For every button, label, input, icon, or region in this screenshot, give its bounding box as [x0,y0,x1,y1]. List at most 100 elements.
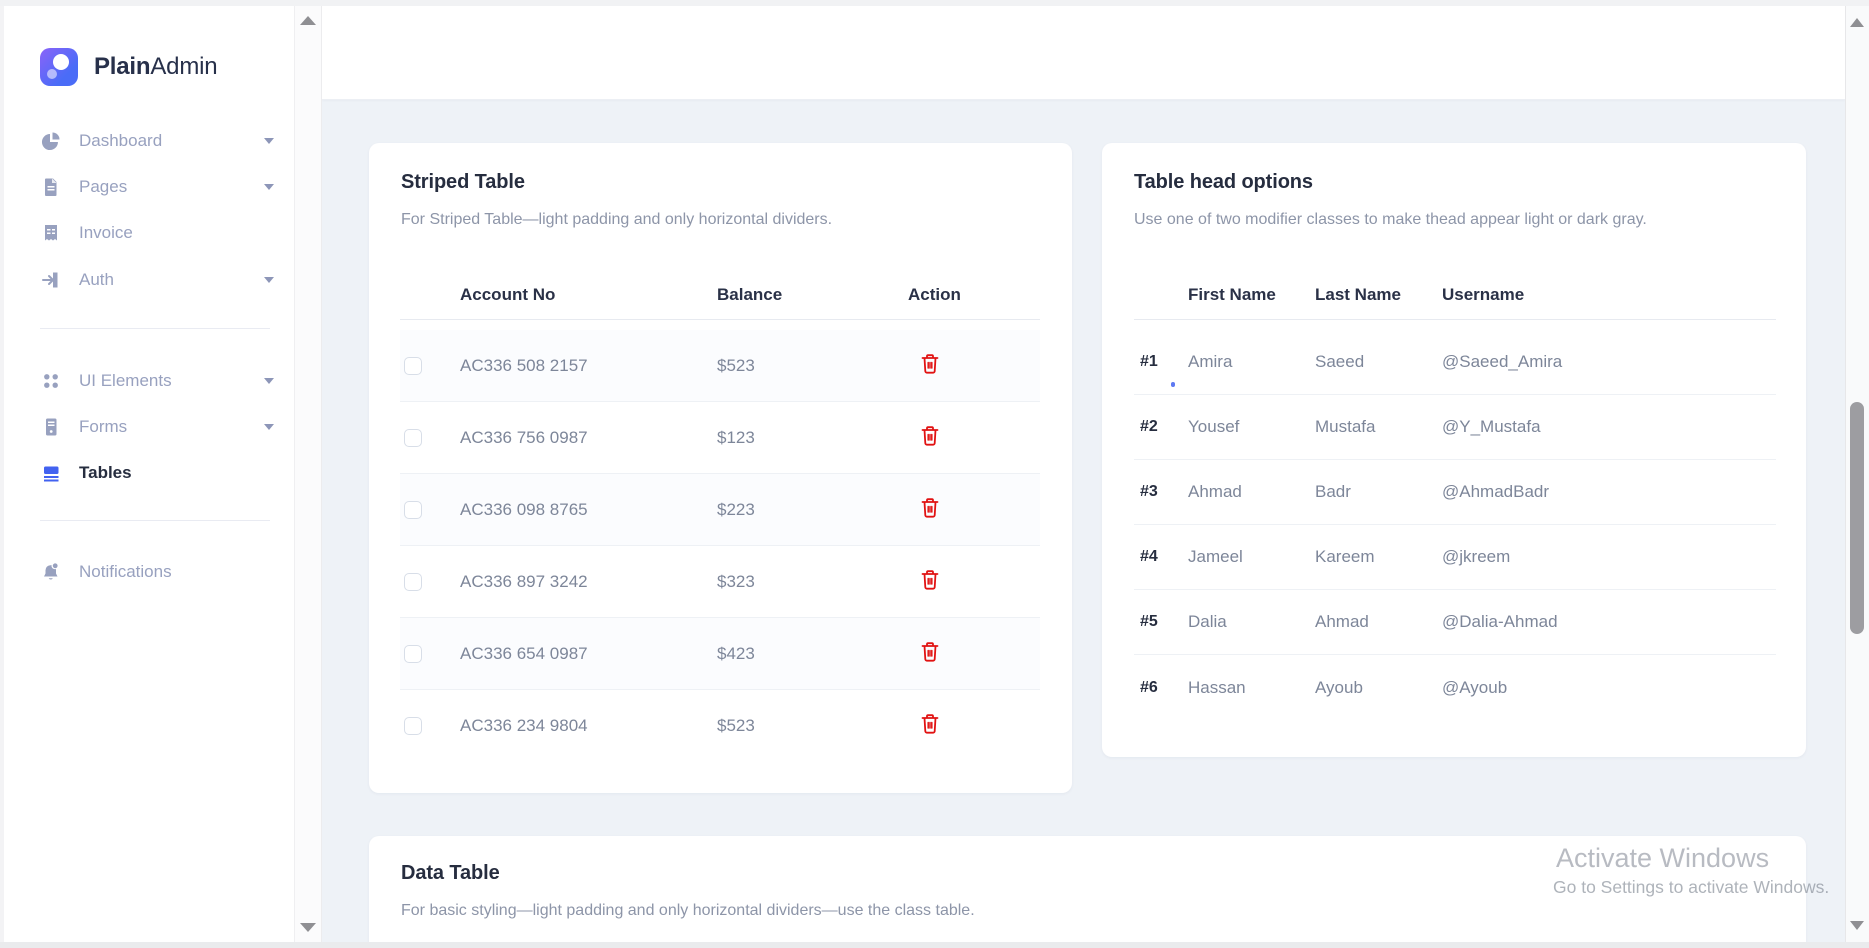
table-row: #5 Dalia Ahmad @Dalia-Ahmad [1134,590,1776,655]
card-title: Data Table [401,862,500,884]
row-checkbox[interactable] [404,501,422,519]
balance-cell: $123 [717,427,755,447]
column-header-first-name: First Name [1188,285,1276,304]
grid-dots-icon [40,370,62,392]
window-bottom-edge [0,942,1869,948]
sign-in-icon [40,269,62,291]
activate-windows-watermark-sub: Go to Settings to activate Windows. [1553,877,1830,897]
sidebar: PlainAdmin Dashboard Pages Invoice [0,6,294,942]
account-cell: AC336 654 0987 [460,643,588,663]
trash-icon [921,713,939,734]
last-name-cell: Ahmad [1315,612,1369,631]
delete-button[interactable] [918,496,942,522]
table-row: AC336 508 2157 $523 [400,330,1040,402]
chevron-down-icon [264,277,274,283]
row-checkbox[interactable] [404,573,422,591]
delete-button[interactable] [918,424,942,450]
top-bar [322,6,1845,100]
row-checkbox[interactable] [404,645,422,663]
activate-windows-watermark: Activate Windows [1556,843,1770,873]
sidebar-item-pages[interactable]: Pages [40,167,274,207]
last-name-cell: Kareem [1315,547,1375,566]
username-cell: @AhmadBadr [1442,482,1550,501]
balance-cell: $423 [717,643,755,663]
first-name-cell: Ahmad [1188,482,1242,501]
scroll-down-arrow[interactable] [1850,921,1864,930]
account-cell: AC336 756 0987 [460,427,588,447]
striped-table-card: Striped Table For Striped Table—light pa… [369,143,1072,793]
chevron-down-icon [264,184,274,190]
brand-logo[interactable]: PlainAdmin [40,48,218,86]
account-cell: AC336 234 9804 [460,716,588,735]
row-number: #4 [1140,548,1158,565]
trash-icon [921,641,939,662]
card-subtitle: For basic styling—light padding and only… [401,902,975,919]
column-header-action: Action [908,285,961,304]
table-row: #3 Ahmad Badr @AhmadBadr [1134,460,1776,525]
main-scrollbar[interactable] [1845,6,1869,942]
balance-cell: $223 [717,499,755,519]
account-cell: AC336 098 8765 [460,499,588,519]
cursor-artifact [1171,382,1175,387]
sidebar-item-auth[interactable]: Auth [40,260,274,300]
table-row: #6 Hassan Ayoub @Ayoub [1134,655,1776,720]
username-cell: @Y_Mustafa [1442,417,1541,436]
table-header-row: Account No Balance Action [400,270,1040,320]
bell-icon [40,561,62,583]
scrollbar-thumb[interactable] [1850,402,1864,634]
row-number: #3 [1140,483,1158,500]
table-head-options-card: Table head options Use one of two modifi… [1102,143,1806,757]
trash-icon [921,425,939,446]
sidebar-scrollbar[interactable] [294,6,322,942]
trash-icon [921,569,939,590]
scroll-down-arrow[interactable] [300,923,316,932]
row-number: #1 [1140,353,1158,370]
sidebar-item-forms[interactable]: Forms [40,407,274,447]
brand-logo-icon [40,48,78,86]
card-subtitle: For Striped Table—light padding and only… [401,211,833,228]
head-options-table-body: #1 Amira Saeed @Saeed_Amira #2 Yousef Mu… [1134,330,1776,720]
row-checkbox[interactable] [404,357,422,375]
sidebar-divider [40,328,270,329]
chevron-down-icon [264,138,274,144]
balance-cell: $523 [717,716,755,735]
form-icon [40,416,62,438]
row-number: #5 [1140,613,1158,630]
row-checkbox[interactable] [404,429,422,447]
table-row: #1 Amira Saeed @Saeed_Amira [1134,330,1776,395]
brand-name: PlainAdmin [94,53,218,80]
invoice-icon [40,222,62,244]
delete-button[interactable] [918,352,942,378]
column-header-balance: Balance [717,285,783,304]
sidebar-item-notifications[interactable]: Notifications [40,552,274,592]
row-checkbox[interactable] [404,717,422,735]
scroll-up-arrow[interactable] [1850,18,1864,27]
balance-cell: $523 [717,355,755,375]
username-cell: @Dalia-Ahmad [1442,612,1558,631]
column-header-username: Username [1442,285,1525,304]
trash-icon [921,497,939,518]
delete-button[interactable] [918,568,942,594]
sidebar-item-invoice[interactable]: Invoice [40,213,274,253]
account-cell: AC336 508 2157 [460,355,588,375]
trash-icon [921,353,939,374]
username-cell: @Saeed_Amira [1442,352,1563,371]
data-table-card: Data Table For basic styling—light paddi… [369,836,1806,948]
pages-icon [40,176,62,198]
sidebar-item-ui-elements[interactable]: UI Elements [40,361,274,401]
delete-button[interactable] [918,712,942,738]
table-row: AC336 098 8765 $223 [400,474,1040,546]
sidebar-item-tables[interactable]: Tables [40,453,274,493]
first-name-cell: Hassan [1188,677,1246,697]
table-row: AC336 234 9804 $523 [400,690,1040,762]
card-title: Striped Table [401,171,525,193]
first-name-cell: Jameel [1188,547,1243,566]
delete-button[interactable] [918,640,942,666]
sidebar-item-dashboard[interactable]: Dashboard [40,121,274,161]
row-number: #6 [1140,678,1158,696]
table-row: AC336 897 3242 $323 [400,546,1040,618]
scroll-up-arrow[interactable] [300,16,316,25]
account-cell: AC336 897 3242 [460,571,588,591]
window-top-edge [0,0,1869,6]
